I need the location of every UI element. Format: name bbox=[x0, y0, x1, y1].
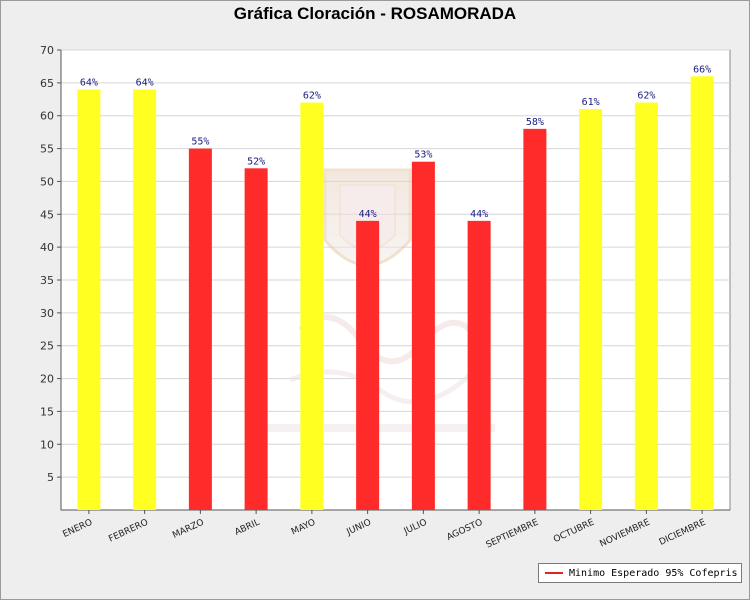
y-tick-label: 60 bbox=[40, 110, 54, 123]
bar-value-label: 64% bbox=[136, 77, 154, 88]
bar-value-label: 62% bbox=[303, 91, 321, 102]
bar bbox=[523, 128, 547, 510]
y-tick-label: 65 bbox=[40, 77, 54, 90]
bar-value-label: 53% bbox=[414, 150, 432, 161]
legend-label: Minimo Esperado 95% Cofepris bbox=[569, 567, 738, 579]
x-tick-label: ABRIL bbox=[233, 518, 261, 538]
bar bbox=[133, 89, 157, 510]
y-tick-label: 5 bbox=[47, 471, 54, 484]
legend: Minimo Esperado 95% Cofepris bbox=[538, 563, 742, 583]
y-tick-label: 15 bbox=[40, 405, 54, 418]
bar bbox=[690, 76, 714, 511]
bar-value-label: 52% bbox=[247, 156, 265, 167]
bar bbox=[579, 109, 603, 511]
y-tick-label: 55 bbox=[40, 143, 54, 156]
bar bbox=[411, 161, 435, 510]
x-tick-label: SEPTIEMBRE bbox=[485, 518, 541, 551]
y-tick-label: 45 bbox=[40, 208, 54, 221]
bar bbox=[300, 102, 324, 511]
y-tick-label: 30 bbox=[40, 307, 54, 320]
y-tick-label: 40 bbox=[40, 241, 54, 254]
x-tick-label: MAYO bbox=[290, 518, 317, 538]
y-tick-label: 20 bbox=[40, 373, 54, 386]
y-tick-label: 10 bbox=[40, 438, 54, 451]
bar-value-label: 61% bbox=[582, 97, 600, 108]
bar bbox=[188, 148, 212, 511]
x-tick-label: ENERO bbox=[61, 518, 94, 540]
bar-value-label: 64% bbox=[80, 77, 98, 88]
bar bbox=[356, 220, 380, 510]
bar-value-label: 55% bbox=[191, 137, 209, 148]
bar-value-label: 66% bbox=[693, 64, 711, 75]
y-tick-label: 70 bbox=[40, 44, 54, 57]
bar-value-label: 44% bbox=[470, 209, 488, 220]
x-tick-label: JULIO bbox=[402, 518, 429, 538]
x-tick-label: NOVIEMBRE bbox=[598, 518, 651, 550]
x-tick-label: JUNIO bbox=[344, 518, 372, 538]
y-tick-label: 35 bbox=[40, 274, 54, 287]
x-tick-label: AGOSTO bbox=[445, 518, 484, 543]
bar-value-label: 44% bbox=[359, 209, 377, 220]
bar bbox=[467, 220, 491, 510]
x-tick-label: DICIEMBRE bbox=[658, 518, 708, 548]
bar-value-label: 62% bbox=[637, 91, 655, 102]
y-tick-label: 50 bbox=[40, 175, 54, 188]
x-tick-label: OCTUBRE bbox=[552, 518, 596, 546]
x-tick-label: FEBRERO bbox=[107, 518, 150, 545]
x-tick-label: MARZO bbox=[171, 518, 206, 541]
chart-title: Gráfica Cloración - ROSAMORADA bbox=[233, 4, 517, 23]
bar bbox=[77, 89, 101, 510]
legend-swatch bbox=[545, 572, 563, 574]
y-tick-label: 25 bbox=[40, 340, 54, 353]
bar-value-label: 58% bbox=[526, 117, 544, 128]
bar bbox=[244, 168, 268, 511]
bar bbox=[634, 102, 658, 511]
